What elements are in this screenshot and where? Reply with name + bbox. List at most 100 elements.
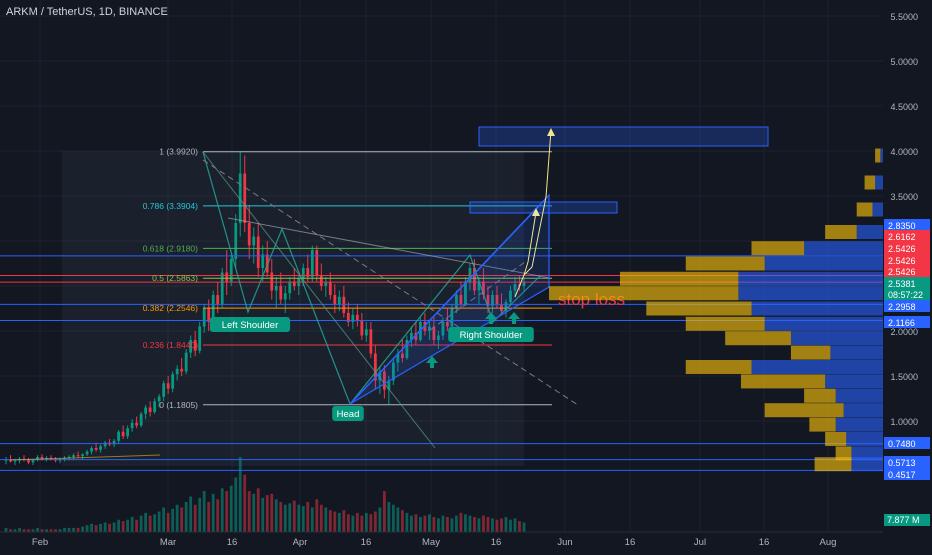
price-tick-label: 4.5000 xyxy=(890,102,918,112)
volume-bar xyxy=(225,491,229,532)
volume-profile-bar-up xyxy=(814,457,852,472)
volume-profile-bar-up xyxy=(620,271,739,286)
time-tick-label: Aug xyxy=(820,537,837,548)
symbol-title: ARKM / TetherUS, 1D, BINANCE xyxy=(6,6,168,18)
volume-bar xyxy=(202,491,206,532)
candle-body xyxy=(274,286,278,291)
volume-bar xyxy=(333,511,337,532)
candle-body xyxy=(76,455,80,457)
volume-bar xyxy=(391,504,395,532)
pattern-label: Left Shoulder xyxy=(222,320,279,331)
volume-bar xyxy=(247,491,251,532)
volume-bar xyxy=(243,474,247,532)
volume-bar xyxy=(261,497,265,532)
price-badge xyxy=(884,300,930,312)
volume-bar xyxy=(40,529,44,532)
volume-badge xyxy=(884,514,930,526)
volume-bar xyxy=(22,529,26,532)
volume-profile-bar-down xyxy=(851,457,883,472)
volume-profile-bar-down xyxy=(843,403,883,418)
candle-body xyxy=(90,448,93,452)
price-badge xyxy=(884,219,930,231)
candle-body xyxy=(130,422,134,429)
price-tick-label: 1.5000 xyxy=(890,372,918,382)
candle-body xyxy=(225,272,229,282)
price-tick-label: 3.5000 xyxy=(890,192,918,202)
candle-body xyxy=(153,401,157,412)
volume-bar xyxy=(297,504,301,532)
volume-bar xyxy=(4,527,8,532)
fib-level-label: 1 (3.9920) xyxy=(159,147,198,157)
candle-body xyxy=(135,422,139,426)
volume-bar xyxy=(446,517,449,532)
volume-bar xyxy=(486,517,490,532)
volume-bar xyxy=(27,529,30,532)
volume-bar xyxy=(157,511,161,532)
candle-body xyxy=(346,313,350,322)
volume-bar xyxy=(117,519,121,532)
candle-body xyxy=(495,295,499,304)
candle-body xyxy=(184,352,188,372)
price-badge-label: 2.2958 xyxy=(888,302,916,312)
candle-body xyxy=(369,329,373,354)
volume-bar xyxy=(437,518,440,532)
price-tick-label: 4.0000 xyxy=(890,147,918,157)
target-box xyxy=(478,126,769,147)
pattern-label: Right Shoulder xyxy=(460,330,523,341)
fib-level-label: 0 (1.1805) xyxy=(159,400,198,410)
volume-bar xyxy=(198,497,202,532)
time-tick-label: Feb xyxy=(32,537,48,548)
volume-bar xyxy=(76,527,80,532)
candle-body xyxy=(437,335,440,340)
candle-body xyxy=(446,322,449,327)
candle-body xyxy=(162,383,166,397)
fib-level-label: 0.786 (3.3904) xyxy=(143,201,198,211)
time-tick-label: Jul xyxy=(694,537,706,548)
price-badge-label: 2.8350 xyxy=(888,221,916,231)
candle-body xyxy=(40,457,44,459)
volume-bar xyxy=(414,514,418,532)
volume-bar xyxy=(464,514,467,532)
volume-badge-label: 7.877 M xyxy=(887,515,920,525)
volume-bar xyxy=(252,493,256,532)
volume-profile-bar-up xyxy=(804,388,836,403)
volume-bar xyxy=(265,495,269,532)
candle-body xyxy=(378,371,382,381)
time-tick-label: 16 xyxy=(227,537,238,548)
candle-body xyxy=(13,460,17,462)
time-tick-label: 16 xyxy=(759,537,770,548)
candle-body xyxy=(238,173,242,223)
volume-profile-bar-up xyxy=(740,374,826,389)
volume-bar xyxy=(387,502,391,532)
volume-bar xyxy=(166,512,170,532)
candle-body xyxy=(99,446,102,450)
candle-body xyxy=(324,281,328,286)
candle-body xyxy=(328,281,332,295)
volume-bar xyxy=(292,500,296,532)
volume-bar xyxy=(477,518,481,532)
volume-bar xyxy=(31,529,35,532)
volume-bar xyxy=(274,499,278,532)
volume-bar xyxy=(135,519,139,532)
volume-bar xyxy=(310,507,314,532)
candle-body xyxy=(391,362,395,381)
candle-body xyxy=(333,295,337,304)
volume-bar xyxy=(324,507,328,532)
fib-level-label: 0.236 (1.8440) xyxy=(143,340,198,350)
time-tick-label: 16 xyxy=(361,537,372,548)
volume-bar xyxy=(139,515,143,532)
volume-bar xyxy=(171,508,175,532)
volume-bar xyxy=(130,517,134,532)
volume-bar xyxy=(63,527,66,532)
volume-profile-bar-down xyxy=(738,271,883,286)
price-badge xyxy=(884,277,930,289)
volume-bar xyxy=(337,512,341,532)
candle-body xyxy=(198,326,202,351)
volume-bar xyxy=(13,529,17,532)
candle-body xyxy=(216,295,220,304)
volume-profile-bar-up xyxy=(685,316,765,331)
volume-bar xyxy=(180,507,184,532)
price-badge-label: 2.6162 xyxy=(888,232,916,242)
